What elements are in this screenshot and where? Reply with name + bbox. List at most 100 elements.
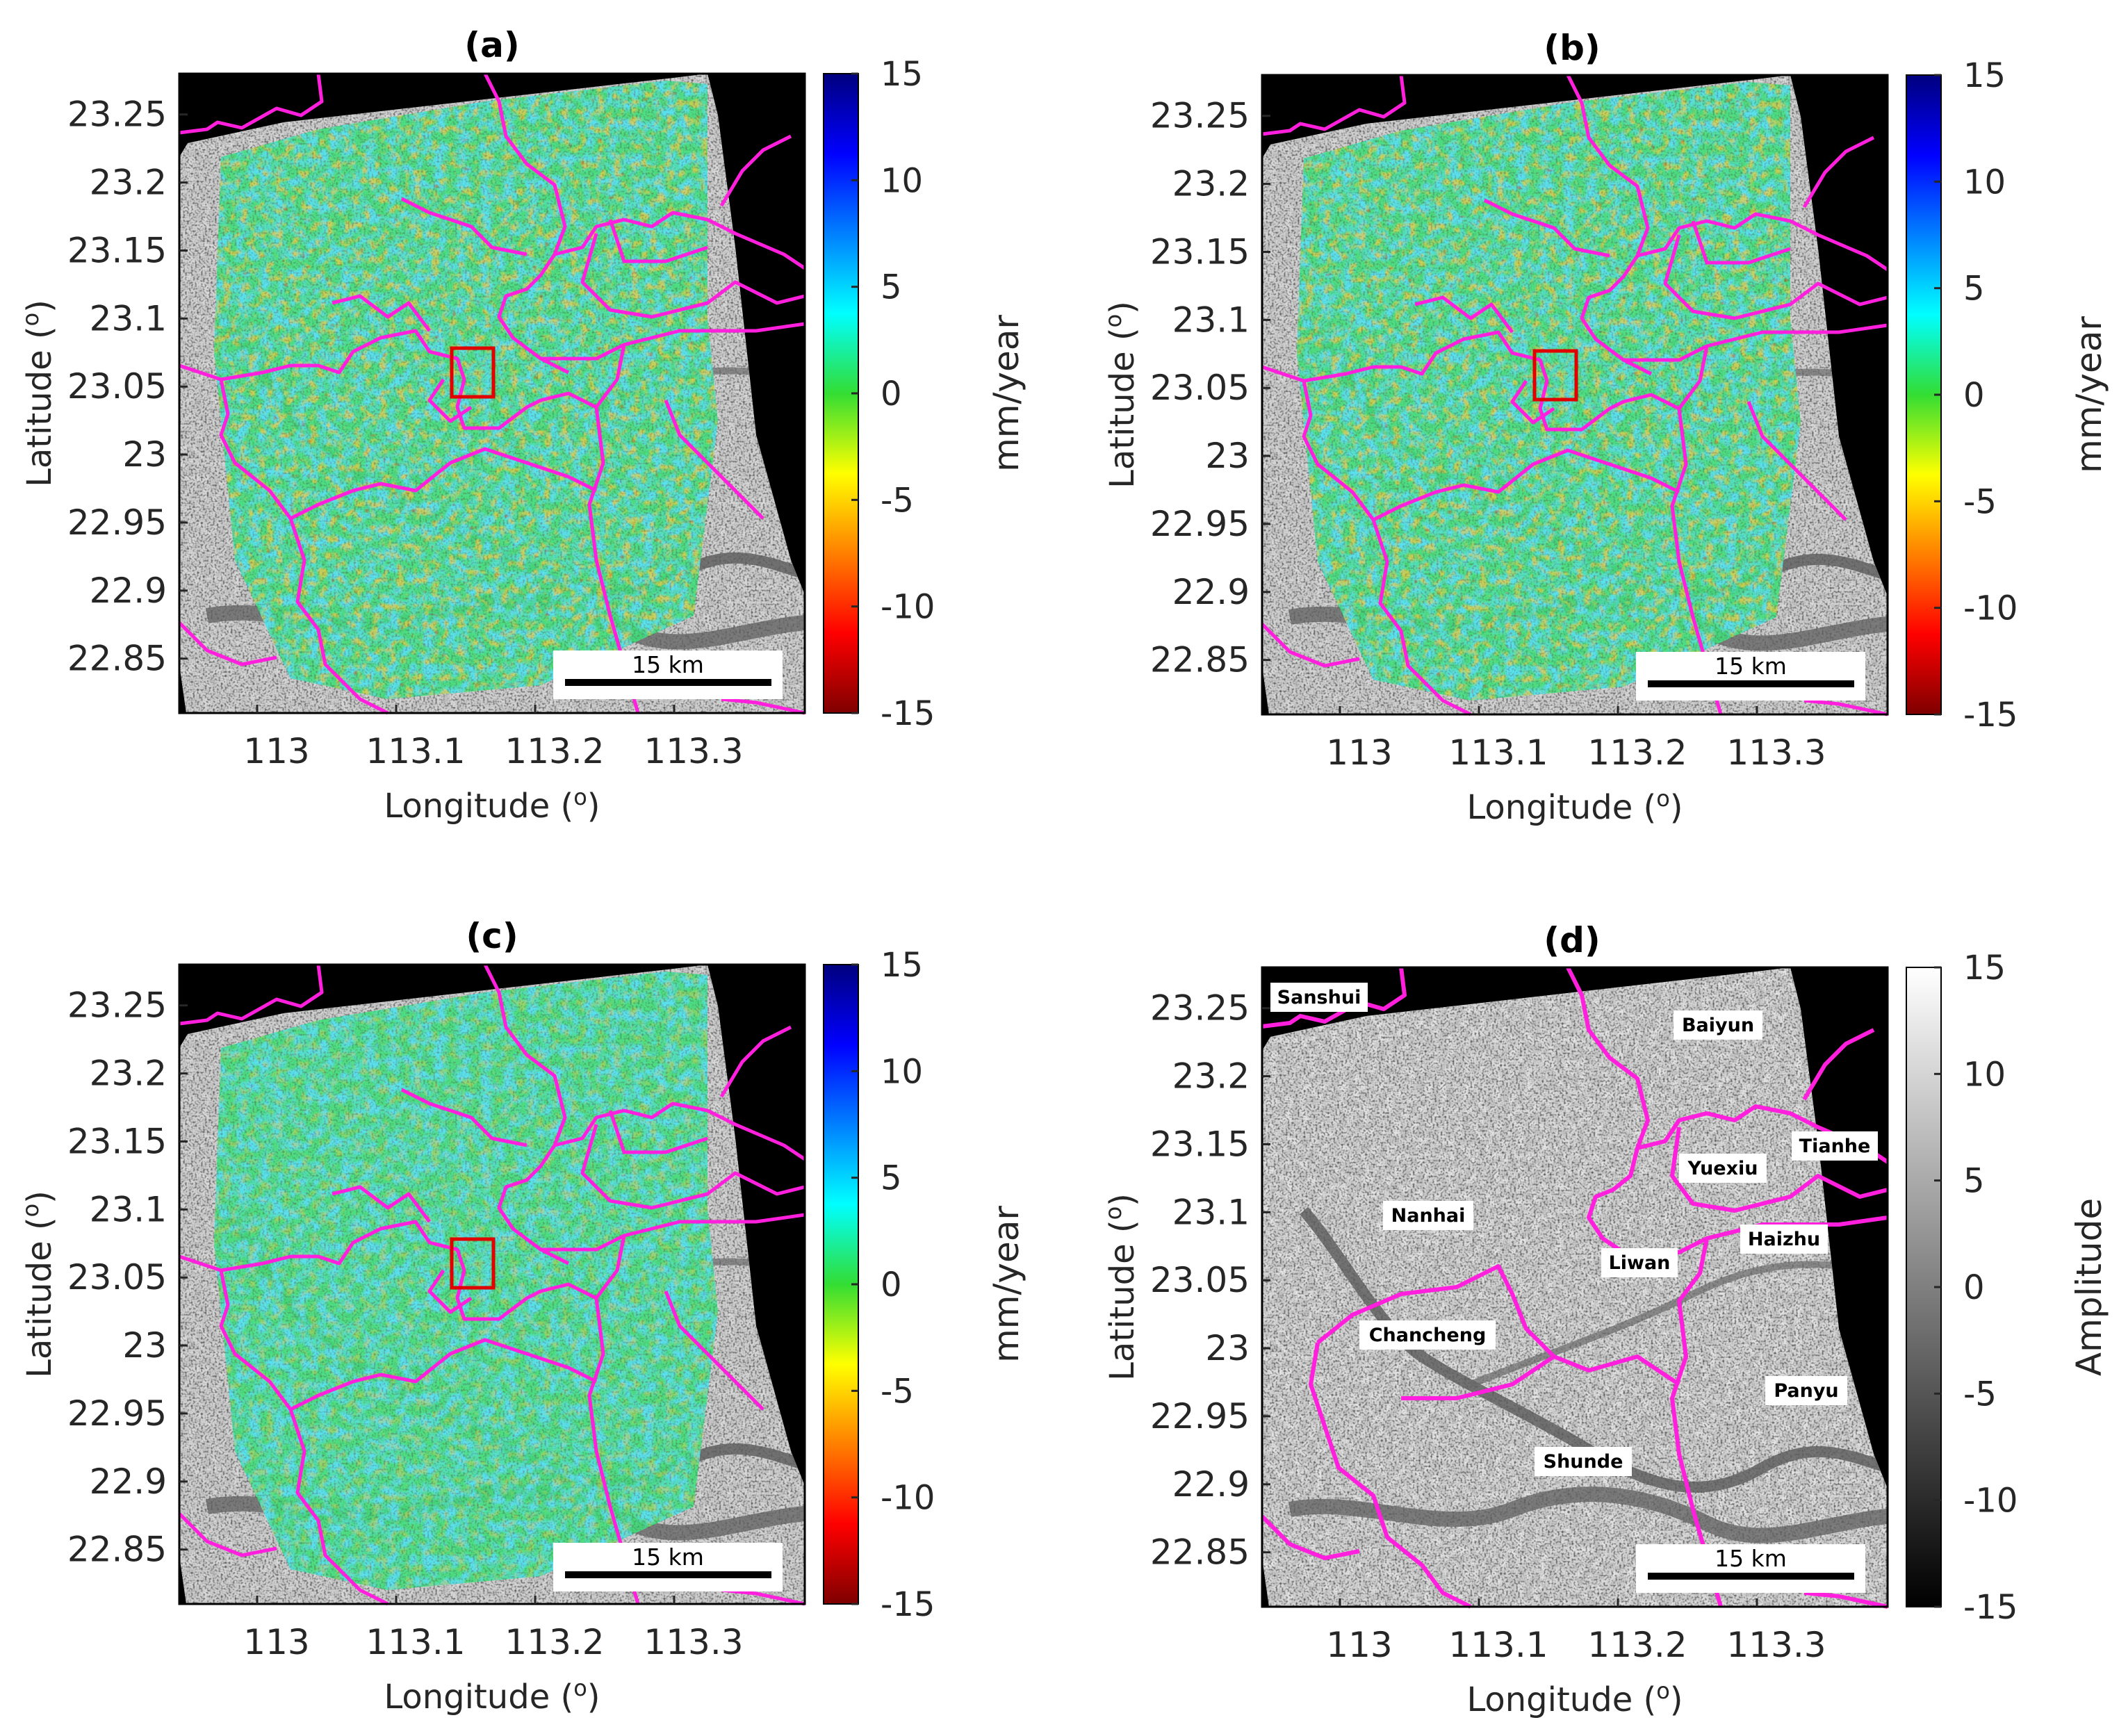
y-tick-label: 23.25	[1150, 96, 1250, 136]
y-tick-label: 23.1	[90, 298, 167, 338]
y-tick-label: 23	[1205, 1328, 1250, 1368]
x-tick-label: 113	[243, 1622, 309, 1662]
label-liwan: Liwan	[1609, 1252, 1671, 1274]
colorbar-label-c: mm/year	[986, 1206, 1026, 1363]
label-tianhe: Tianhe	[1799, 1136, 1871, 1157]
x-axis-label: Longitude (o)	[384, 1675, 600, 1717]
y-tick-label: 22.95	[67, 502, 167, 543]
colorbar-tick-label: -5	[881, 1372, 914, 1411]
y-tick-label: 23.2	[1172, 1056, 1250, 1097]
y-tick-label: 23.1	[1172, 300, 1250, 340]
colorbar-tick-label: 5	[1963, 1162, 1985, 1201]
y-tick-label: 22.95	[67, 1393, 167, 1434]
x-tick-label: 113	[1326, 1625, 1392, 1665]
colorbar-tick-label: 15	[1963, 56, 2006, 95]
colorbar-tick-label: 10	[1963, 163, 2006, 202]
y-tick-label: 23.05	[1150, 368, 1250, 408]
label-nanhai: Nanhai	[1391, 1205, 1466, 1227]
y-axis-label: Latitude (o)	[1100, 1193, 1142, 1381]
x-axis-label: Longitude (o)	[1466, 785, 1683, 827]
x-tick-label: 113.1	[1448, 1625, 1548, 1665]
scale-label: 15 km	[1715, 653, 1787, 680]
y-tick-label: 23.2	[1172, 164, 1250, 204]
panel-title-d: (d)	[1544, 920, 1601, 960]
y-tick-label: 23	[1205, 436, 1250, 476]
scale-bar-b: 15 km	[1636, 652, 1865, 701]
x-tick-label: 113	[243, 731, 309, 771]
y-tick-label: 23	[122, 434, 167, 475]
panel-b: 15 km	[1262, 75, 1888, 714]
y-tick-label: 23.1	[90, 1189, 167, 1229]
label-chancheng: Chancheng	[1369, 1325, 1487, 1346]
scale-label: 15 km	[1715, 1545, 1787, 1572]
district-labels: Sanshui Baiyun Tianhe Yuexiu Nanhai Haiz…	[1270, 983, 1878, 1476]
y-tick-label: 23.05	[67, 366, 167, 407]
colorbar-tick-label: 10	[881, 1052, 923, 1091]
colorbar-tick-label: 5	[881, 268, 902, 307]
y-axis-label: Latitude (o)	[17, 300, 59, 487]
colorbar-label-b: mm/year	[2069, 316, 2109, 473]
scale-label: 15 km	[632, 1543, 704, 1571]
x-tick-label: 113	[1326, 732, 1392, 773]
x-tick-label: 113.1	[366, 1622, 465, 1662]
x-tick-label: 113.1	[1448, 732, 1548, 773]
x-axis-label: Longitude (o)	[384, 784, 600, 826]
colorbar-tick-label: 15	[881, 946, 923, 985]
x-tick-label: 113.2	[505, 1622, 604, 1662]
y-tick-label: 23.25	[1150, 988, 1250, 1029]
y-tick-label: 22.85	[67, 1530, 167, 1570]
highlight-box-c	[450, 1237, 496, 1290]
colorbar-label-d: Amplitude	[2069, 1198, 2109, 1376]
x-tick-label: 113.2	[1587, 1625, 1687, 1665]
y-tick-label: 23.05	[67, 1257, 167, 1297]
y-tick-label: 23.25	[67, 95, 167, 135]
panel-a: 15 km	[179, 74, 805, 713]
panel-d: Sanshui Baiyun Tianhe Yuexiu Nanhai Haiz…	[1262, 967, 1888, 1607]
scale-bar-c: 15 km	[553, 1543, 783, 1591]
y-tick-label: 22.9	[1172, 572, 1250, 612]
y-tick-label: 23.15	[67, 230, 167, 270]
label-haizhu: Haizhu	[1748, 1229, 1820, 1250]
colorbar-tick-label: -10	[1963, 1482, 2018, 1521]
highlight-box-b	[1532, 349, 1578, 402]
colorbar-tick-label: 0	[881, 1266, 902, 1304]
x-tick-label: 113.3	[644, 1622, 743, 1662]
y-tick-label: 22.95	[1150, 504, 1250, 544]
colorbar-tick-label: 0	[881, 375, 902, 413]
y-tick-label: 22.95	[1150, 1396, 1250, 1436]
highlight-box-a	[450, 346, 496, 399]
colorbar-tick-label: -10	[881, 1479, 935, 1518]
colorbar-tick-label: 0	[1963, 1268, 1985, 1307]
colorbar-tick-label: -5	[881, 481, 914, 520]
y-tick-label: 23.15	[1150, 1124, 1250, 1164]
colorbar-tick-label: 15	[1963, 949, 2006, 988]
x-axis-label: Longitude (o)	[1466, 1678, 1683, 1719]
panel-c: 15 km	[179, 965, 805, 1604]
colorbar-tick-label: 5	[881, 1159, 902, 1198]
y-axis-label: Latitude (o)	[17, 1190, 59, 1378]
label-yuexiu: Yuexiu	[1687, 1158, 1758, 1179]
colorbar-tick-label: 10	[1963, 1055, 2006, 1094]
y-tick-label: 23.15	[67, 1121, 167, 1161]
y-tick-label: 22.9	[1172, 1464, 1250, 1505]
y-axis-label: Latitude (o)	[1100, 301, 1142, 489]
x-tick-label: 113.3	[1726, 732, 1826, 773]
colorbar-tick-label: -5	[1963, 1375, 1997, 1414]
scale-bar-a: 15 km	[553, 650, 783, 699]
colorbar-tick-label: 15	[881, 55, 923, 94]
colorbar-tick-label: 0	[1963, 376, 1985, 415]
panel-title-c: (c)	[466, 916, 518, 956]
y-tick-label: 23.2	[90, 1054, 167, 1094]
colorbar-tick-label: -15	[1963, 1588, 2018, 1627]
colorbar-tick-label: -5	[1963, 482, 1997, 521]
colorbar-tick-label: 5	[1963, 270, 1985, 309]
axes-annotations: 113 113.1 113.2 113.323.2523.223.1523.123.0…	[17, 55, 2018, 1719]
x-tick-label: 113.2	[1587, 732, 1687, 773]
x-tick-label: 113.2	[505, 731, 604, 771]
x-tick-label: 113.1	[366, 731, 465, 771]
y-tick-label: 22.85	[67, 639, 167, 679]
y-tick-label: 22.9	[90, 571, 167, 611]
x-tick-label: 113.3	[1726, 1625, 1826, 1665]
colorbar-label-a: mm/year	[986, 315, 1026, 472]
scale-bar-d: 15 km	[1636, 1544, 1865, 1593]
